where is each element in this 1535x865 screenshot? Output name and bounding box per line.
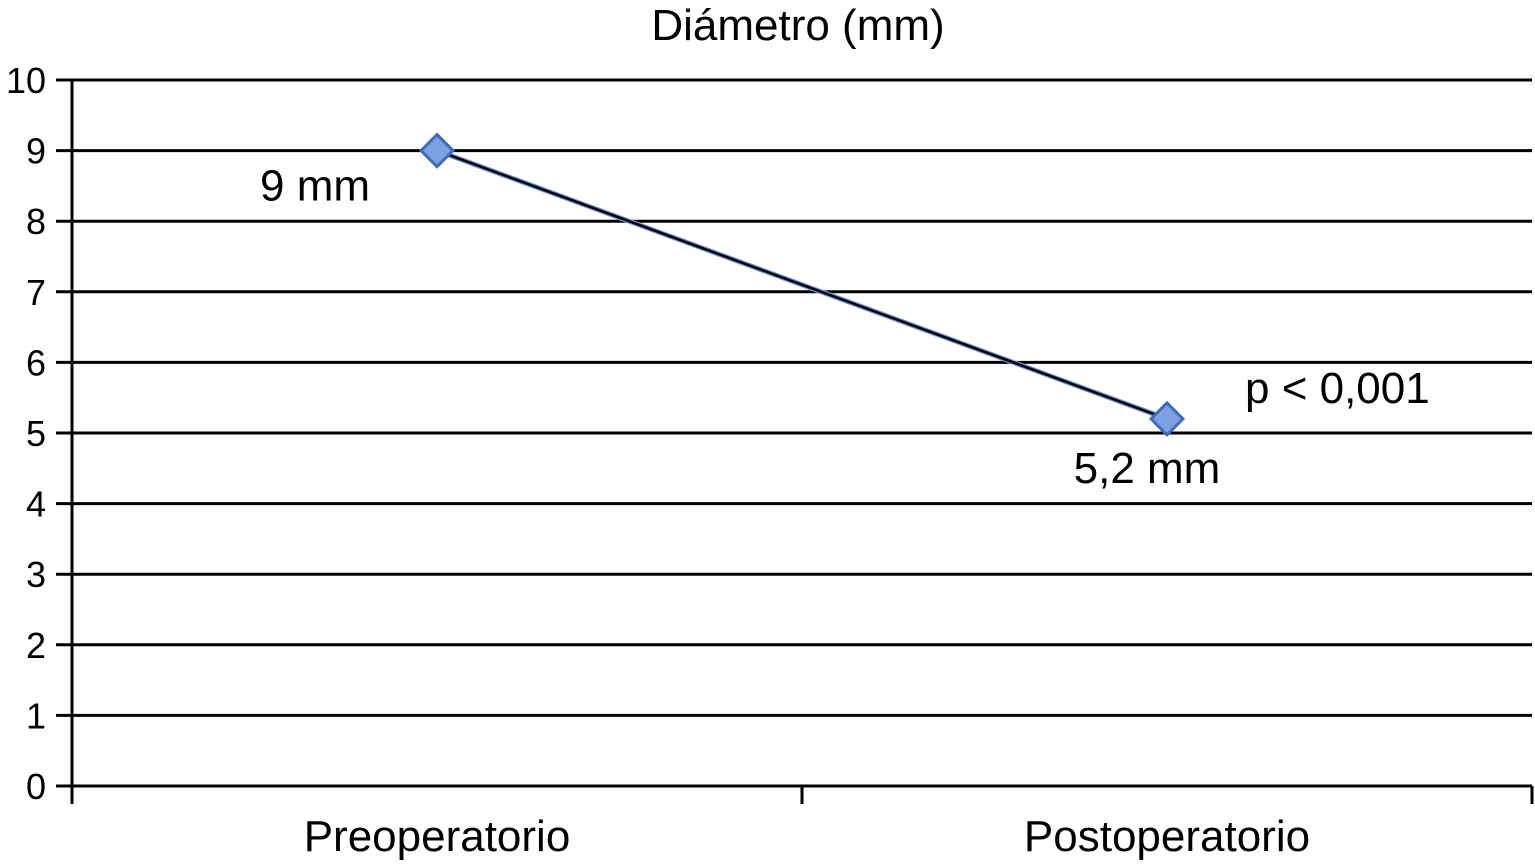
y-tick-label-7: 7 bbox=[26, 272, 46, 313]
data-point-1 bbox=[418, 132, 456, 169]
data-point-2 bbox=[1148, 400, 1186, 438]
x-axis-ticks: Preoperatorio Postoperatorio bbox=[70, 786, 1534, 861]
y-tick-label-1: 1 bbox=[26, 695, 46, 736]
y-tick-label-8: 8 bbox=[26, 201, 46, 242]
y-tick-label-2: 2 bbox=[26, 625, 46, 666]
p-value-annotation: p < 0,001 bbox=[1245, 364, 1430, 413]
data-labels: 9 mm 5,2 mm bbox=[260, 162, 1220, 493]
y-tick-label-6: 6 bbox=[26, 342, 46, 383]
gridlines bbox=[56, 78, 1532, 788]
y-tick-label-9: 9 bbox=[26, 131, 46, 172]
series-group bbox=[418, 132, 1186, 438]
chart-title: Diámetro (mm) bbox=[651, 1, 944, 50]
y-tick-label-4: 4 bbox=[26, 484, 46, 525]
x-category-label-1: Preoperatorio bbox=[304, 812, 571, 861]
y-tick-label-10: 10 bbox=[6, 60, 46, 101]
y-tick-label-5: 5 bbox=[26, 413, 46, 454]
series-line-overlay bbox=[436, 149, 1168, 421]
y-axis-ticks: 0 1 2 3 4 5 6 7 8 9 10 bbox=[6, 60, 46, 807]
data-label-2: 5,2 mm bbox=[1074, 444, 1221, 493]
data-label-1: 9 mm bbox=[260, 162, 370, 211]
x-category-label-2: Postoperatorio bbox=[1024, 812, 1310, 861]
y-tick-label-0: 0 bbox=[26, 766, 46, 807]
y-tick-label-3: 3 bbox=[26, 554, 46, 595]
